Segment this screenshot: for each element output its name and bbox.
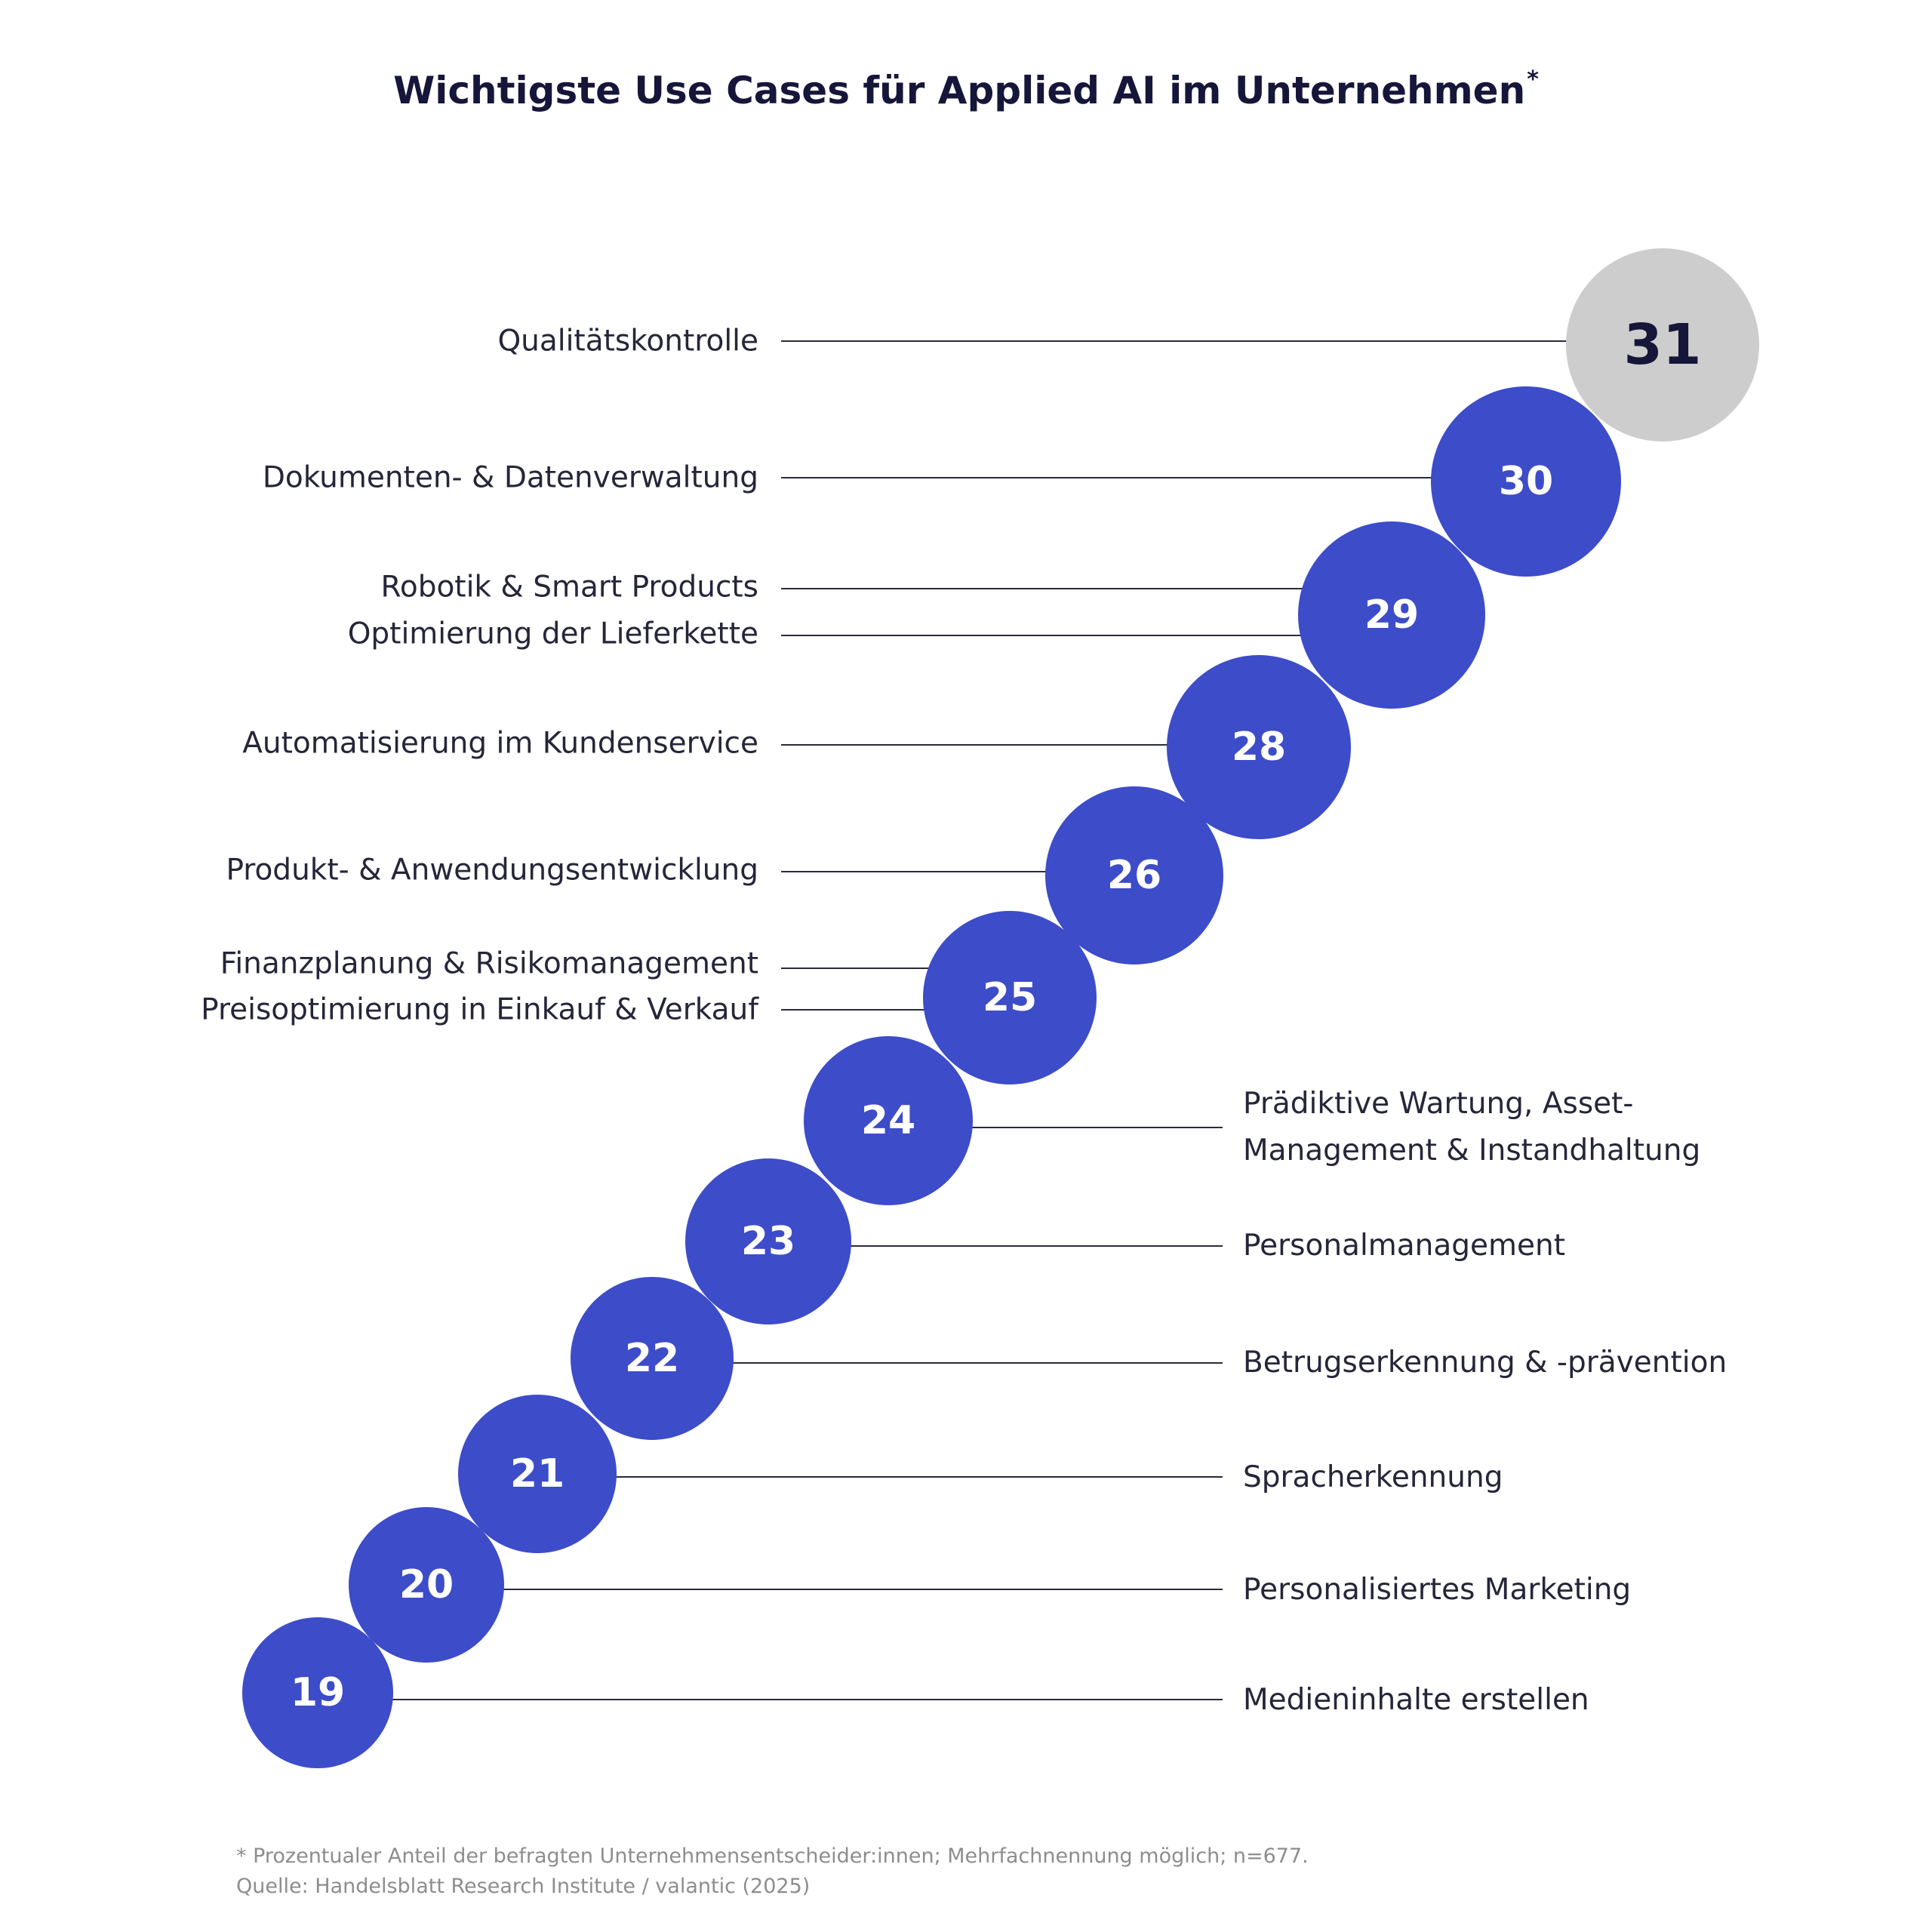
value-bubble xyxy=(242,1617,393,1768)
value-bubble xyxy=(1431,386,1621,577)
footnote: * Prozentualer Anteil der befragten Unte… xyxy=(236,1841,1309,1902)
footnote-source: Quelle: Handelsblatt Research Institute … xyxy=(236,1875,811,1898)
category-label-line: Betrugserkennung & -prävention xyxy=(1243,1346,1727,1380)
category-label: Finanzplanung & Risikomanagement xyxy=(220,947,758,981)
category-label: Optimierung der Lieferkette xyxy=(348,617,758,651)
value-label: 20 xyxy=(399,1562,454,1607)
category-label: Betrugserkennung & -prävention xyxy=(1243,1346,1727,1380)
category-label: Personalisiertes Marketing xyxy=(1243,1573,1631,1607)
value-bubble xyxy=(923,911,1097,1084)
value-label: 31 xyxy=(1624,312,1702,377)
value-bubble xyxy=(804,1036,973,1205)
value-label: 22 xyxy=(625,1336,679,1381)
category-label-line: Personalisiertes Marketing xyxy=(1243,1573,1631,1607)
category-label-line: Prädiktive Wartung, Asset- xyxy=(1243,1087,1634,1121)
category-label: Prädiktive Wartung, Asset- Management & I… xyxy=(1243,1087,1700,1168)
value-label: 28 xyxy=(1232,724,1286,770)
value-bubble xyxy=(1298,521,1485,709)
value-label: 26 xyxy=(1107,853,1161,898)
value-bubble xyxy=(458,1395,617,1553)
category-label-line: Personalmanagement xyxy=(1243,1229,1565,1263)
value-bubble xyxy=(571,1277,734,1440)
value-label: 19 xyxy=(291,1670,345,1715)
value-label: 21 xyxy=(510,1451,565,1497)
category-label: Robotik & Smart Products xyxy=(380,571,758,605)
category-label-line: Medieninhalte erstellen xyxy=(1243,1683,1589,1717)
value-bubble xyxy=(1045,786,1223,964)
category-label: Preisoptimierung in Einkauf & Verkauf xyxy=(201,993,759,1027)
category-label: Dokumenten- & Datenverwaltung xyxy=(263,461,758,495)
category-label-line: Management & Instandhaltung xyxy=(1243,1134,1700,1168)
category-label: Produkt- & Anwendungsentwicklung xyxy=(226,854,758,888)
value-bubble xyxy=(1566,248,1759,441)
value-label: 30 xyxy=(1499,459,1553,504)
category-label: Qualitätskontrolle xyxy=(497,325,758,358)
value-label: 29 xyxy=(1364,592,1419,638)
category-label-line: Spracherkennung xyxy=(1243,1460,1503,1494)
value-label: 25 xyxy=(983,975,1037,1020)
category-label: Medieninhalte erstellen xyxy=(1243,1683,1589,1717)
category-label: Spracherkennung xyxy=(1243,1460,1503,1494)
value-label: 23 xyxy=(741,1219,795,1264)
chart-title: Wichtigste Use Cases für Applied AI im U… xyxy=(393,66,1539,112)
value-label: 24 xyxy=(861,1098,915,1143)
value-bubble xyxy=(1167,655,1351,839)
category-label: Personalmanagement xyxy=(1243,1229,1565,1263)
footnote-note: * Prozentualer Anteil der befragten Unte… xyxy=(236,1844,1309,1868)
category-label: Automatisierung im Kundenservice xyxy=(242,727,758,761)
value-bubble xyxy=(349,1507,504,1663)
value-bubble xyxy=(685,1158,851,1324)
